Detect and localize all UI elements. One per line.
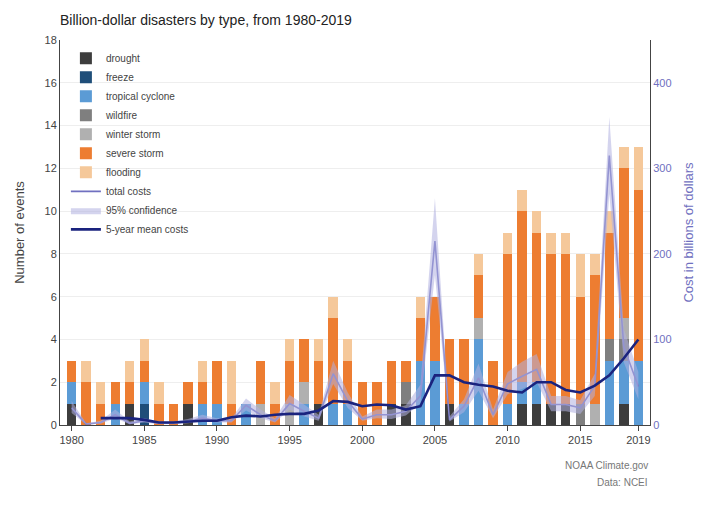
svg-text:1990: 1990	[205, 434, 229, 446]
svg-text:1995: 1995	[277, 434, 301, 446]
svg-text:5-year mean costs: 5-year mean costs	[106, 224, 188, 235]
svg-text:14: 14	[45, 119, 57, 131]
svg-text:18: 18	[45, 34, 57, 46]
svg-text:95% confidence: 95% confidence	[106, 205, 178, 216]
svg-text:16: 16	[45, 77, 57, 89]
svg-text:0: 0	[51, 419, 57, 431]
svg-text:2005: 2005	[423, 434, 447, 446]
svg-text:2019: 2019	[626, 434, 650, 446]
svg-text:severe storm: severe storm	[106, 148, 164, 159]
svg-text:2000: 2000	[350, 434, 374, 446]
svg-text:400: 400	[653, 77, 671, 89]
svg-text:2010: 2010	[495, 434, 519, 446]
svg-text:Billion-dollar disasters by ty: Billion-dollar disasters by type, from 1…	[60, 12, 352, 28]
svg-text:200: 200	[653, 248, 671, 260]
svg-text:1980: 1980	[59, 434, 83, 446]
svg-text:freeze: freeze	[106, 72, 134, 83]
svg-text:300: 300	[653, 162, 671, 174]
svg-text:drought: drought	[106, 53, 140, 64]
svg-text:6: 6	[51, 291, 57, 303]
svg-text:4: 4	[51, 333, 57, 345]
svg-text:12: 12	[45, 162, 57, 174]
svg-text:100: 100	[653, 333, 671, 345]
svg-text:Cost in billions of dollars: Cost in billions of dollars	[681, 162, 696, 303]
svg-text:NOAA Climate.gov: NOAA Climate.gov	[565, 460, 648, 471]
svg-text:winter storm: winter storm	[105, 129, 160, 140]
svg-text:Data: NCEI: Data: NCEI	[597, 477, 648, 488]
svg-text:tropical cyclone: tropical cyclone	[106, 91, 175, 102]
svg-text:0: 0	[653, 419, 659, 431]
svg-text:2015: 2015	[568, 434, 592, 446]
svg-text:flooding: flooding	[106, 167, 141, 178]
svg-text:Number of events: Number of events	[12, 181, 27, 284]
svg-text:wildfire: wildfire	[105, 110, 138, 121]
svg-text:total costs: total costs	[106, 186, 151, 197]
svg-text:10: 10	[45, 205, 57, 217]
svg-text:1985: 1985	[132, 434, 156, 446]
svg-text:2: 2	[51, 376, 57, 388]
svg-text:8: 8	[51, 248, 57, 260]
